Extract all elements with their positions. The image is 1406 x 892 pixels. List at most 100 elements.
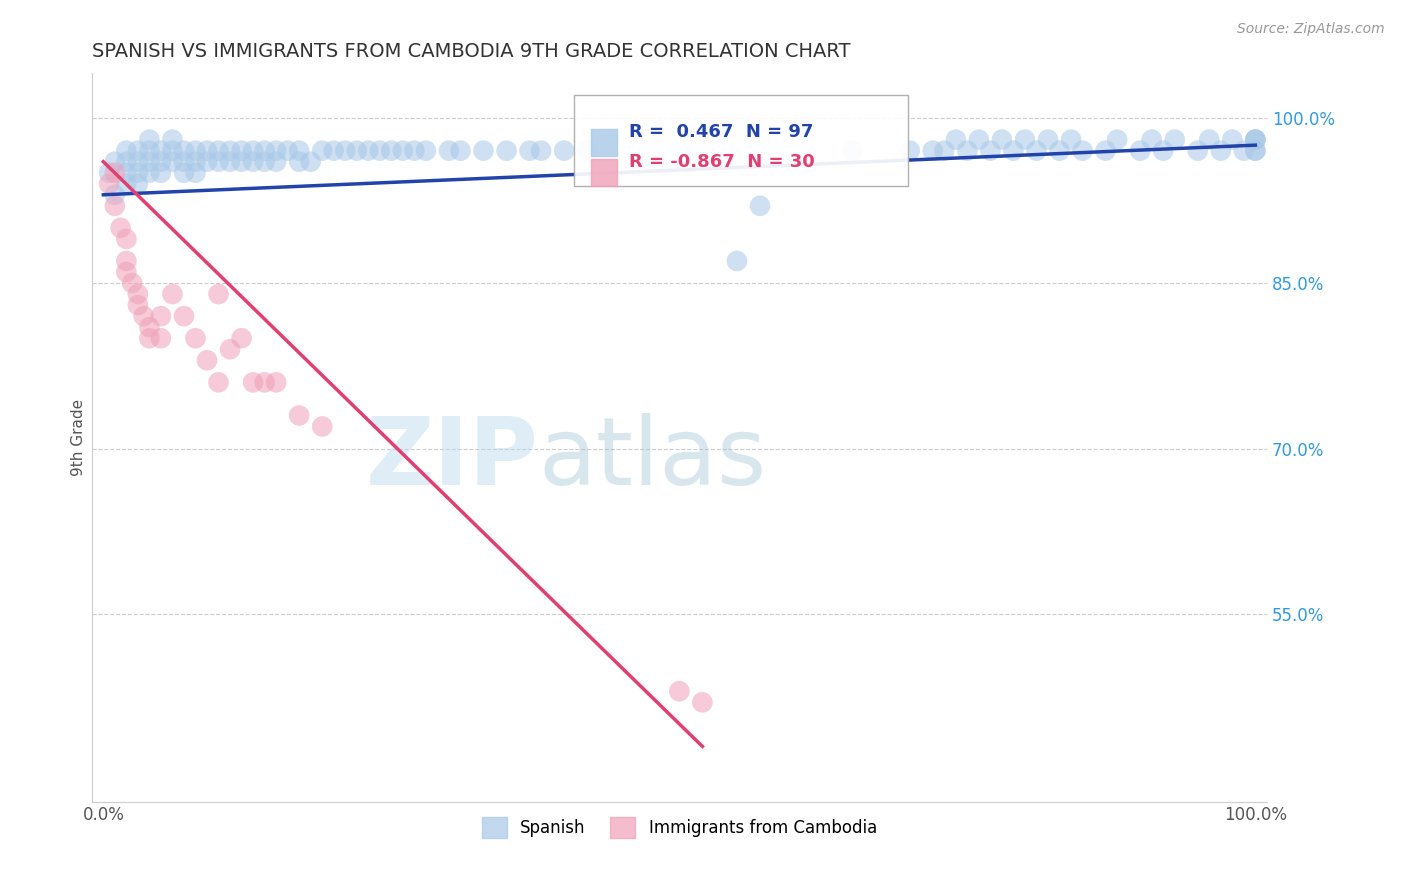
Point <box>195 154 218 169</box>
Point <box>311 419 333 434</box>
Bar <box>591 159 617 186</box>
Text: ZIP: ZIP <box>366 413 538 506</box>
Point <box>519 144 541 158</box>
Point <box>115 254 138 268</box>
Point <box>115 232 138 246</box>
Point <box>115 177 138 191</box>
Point <box>173 154 195 169</box>
Point <box>288 409 311 423</box>
Point <box>173 309 195 323</box>
Point <box>115 144 138 158</box>
Point <box>242 376 264 390</box>
Point <box>149 166 172 180</box>
Point <box>264 144 287 158</box>
Point <box>149 331 172 345</box>
Point <box>1244 133 1267 147</box>
Point <box>121 276 143 290</box>
Text: SPANISH VS IMMIGRANTS FROM CAMBODIA 9TH GRADE CORRELATION CHART: SPANISH VS IMMIGRANTS FROM CAMBODIA 9TH … <box>91 42 851 61</box>
Point <box>138 144 160 158</box>
Point <box>173 144 195 158</box>
Point <box>104 199 127 213</box>
Point <box>207 144 229 158</box>
Point <box>1071 144 1094 158</box>
Point <box>127 144 149 158</box>
Point <box>991 133 1014 147</box>
Point <box>184 154 207 169</box>
Point <box>392 144 415 158</box>
Point <box>184 166 207 180</box>
Point <box>956 144 979 158</box>
FancyBboxPatch shape <box>574 95 908 186</box>
Point <box>311 144 333 158</box>
Point <box>668 684 690 698</box>
Point <box>264 376 287 390</box>
Point <box>242 144 264 158</box>
Point <box>277 144 299 158</box>
Point <box>1140 133 1163 147</box>
Point <box>104 187 127 202</box>
Point <box>1129 144 1152 158</box>
Point <box>449 144 471 158</box>
Point <box>207 376 229 390</box>
Point <box>127 287 149 301</box>
Point <box>967 133 990 147</box>
Point <box>219 144 242 158</box>
Point <box>1244 133 1267 147</box>
Point <box>1233 144 1256 158</box>
Point <box>692 695 714 709</box>
Text: R =  0.467  N = 97: R = 0.467 N = 97 <box>628 123 813 141</box>
Point <box>253 376 276 390</box>
Point <box>346 144 368 158</box>
Point <box>127 298 149 312</box>
Point <box>231 331 253 345</box>
Point <box>149 309 172 323</box>
Point <box>98 166 121 180</box>
Point <box>380 144 402 158</box>
Point <box>207 154 229 169</box>
Text: R = -0.867  N = 30: R = -0.867 N = 30 <box>628 153 814 171</box>
Point <box>1152 144 1174 158</box>
Point <box>368 144 391 158</box>
Point <box>98 177 121 191</box>
Point <box>1164 133 1187 147</box>
Point <box>207 287 229 301</box>
Point <box>322 144 344 158</box>
Point <box>1036 133 1059 147</box>
Point <box>945 133 967 147</box>
Point <box>979 144 1001 158</box>
Point <box>264 154 287 169</box>
Point <box>138 166 160 180</box>
Point <box>576 144 599 158</box>
Point <box>219 154 242 169</box>
Point <box>472 144 495 158</box>
Legend: Spanish, Immigrants from Cambodia: Spanish, Immigrants from Cambodia <box>475 811 884 844</box>
Point <box>173 166 195 180</box>
Point <box>1244 133 1267 147</box>
Point <box>749 199 772 213</box>
Point <box>530 144 553 158</box>
Point <box>404 144 426 158</box>
Point <box>104 154 127 169</box>
Point <box>138 320 160 334</box>
Point <box>1220 133 1243 147</box>
Point <box>115 265 138 279</box>
Point <box>231 154 253 169</box>
Point <box>1025 144 1047 158</box>
Point <box>184 144 207 158</box>
Point <box>132 309 155 323</box>
Point <box>299 154 322 169</box>
Point <box>1002 144 1025 158</box>
Point <box>1244 144 1267 158</box>
Point <box>127 154 149 169</box>
Point <box>1209 144 1232 158</box>
Point <box>921 144 943 158</box>
Point <box>1187 144 1209 158</box>
Point <box>195 353 218 368</box>
Point <box>219 343 242 357</box>
Point <box>1049 144 1071 158</box>
Point <box>553 144 575 158</box>
Point <box>495 144 517 158</box>
Point <box>162 154 184 169</box>
Point <box>138 331 160 345</box>
Point <box>725 254 748 268</box>
